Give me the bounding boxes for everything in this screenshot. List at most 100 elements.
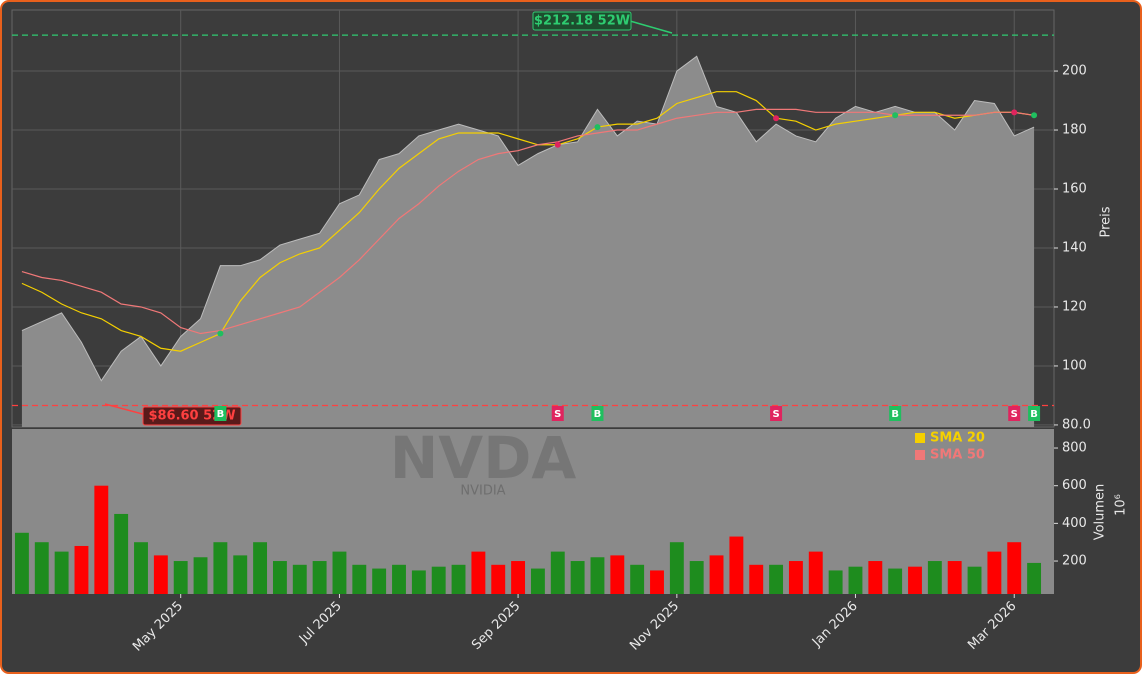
- watermark: NVIDIA: [460, 484, 505, 499]
- volume-bar: [253, 542, 268, 594]
- volume-bar: [471, 551, 486, 594]
- y-tick-label: 140: [1062, 240, 1087, 255]
- volume-bar: [570, 561, 585, 594]
- signal-marker: [1028, 406, 1041, 421]
- sma-line: [21, 108, 1035, 335]
- volume-bar: [193, 557, 208, 594]
- signal-dot: [217, 330, 224, 337]
- signal-label: B: [891, 409, 899, 420]
- signal-dot: [554, 141, 561, 148]
- volume-bar: [868, 561, 883, 594]
- y-tick-label: 120: [1062, 299, 1087, 314]
- volume-bar: [650, 570, 664, 594]
- volume-bar: [749, 564, 764, 594]
- volume-bar: [352, 564, 367, 594]
- y-tick-label: 600: [1062, 478, 1087, 493]
- volume-bar: [947, 561, 962, 594]
- signal-label: B: [1030, 409, 1038, 420]
- volume-bar: [392, 564, 406, 594]
- volume-bar: [689, 561, 704, 594]
- signal-marker: [1008, 406, 1021, 421]
- volume-bar: [491, 564, 506, 594]
- signal-marker: [770, 406, 783, 421]
- volume-bar: [610, 555, 625, 594]
- signal-label: S: [1011, 409, 1018, 420]
- signal-label: S: [554, 409, 561, 420]
- signal-marker: [551, 406, 564, 421]
- y-tick-label: 400: [1062, 516, 1087, 531]
- volume-bar: [233, 555, 248, 594]
- volume-bar: [431, 566, 446, 594]
- y-axis-label: Volumen: [1093, 484, 1108, 541]
- volume-bar: [828, 570, 843, 594]
- volume-bar: [411, 570, 426, 594]
- volume-bar: [848, 566, 863, 594]
- signal-dot: [594, 124, 601, 131]
- volume-bar: [709, 555, 724, 594]
- annotation-label: $86.60 52W: [148, 409, 235, 424]
- volume-bar: [14, 532, 29, 594]
- volume-bar: [451, 564, 466, 594]
- signal-label: S: [772, 409, 779, 420]
- volume-bar: [1007, 542, 1022, 594]
- volume-bar: [213, 542, 228, 594]
- y-tick-label: 80.0: [1062, 417, 1091, 432]
- signal-dot: [892, 112, 899, 119]
- signal-label: B: [217, 409, 225, 420]
- legend-swatch: [915, 450, 925, 460]
- volume-bar: [808, 551, 823, 594]
- signal-dot: [1011, 109, 1018, 116]
- volume-bar: [292, 564, 307, 594]
- annotation-label: $212.18 52W: [534, 14, 630, 29]
- volume-bar: [590, 557, 605, 594]
- volume-bar: [272, 561, 287, 594]
- annotation-arrow: [629, 20, 673, 34]
- signal-marker: [591, 406, 604, 421]
- y-tick-label: 200: [1062, 64, 1087, 79]
- volume-bar: [74, 545, 89, 594]
- signal-marker: [889, 406, 902, 421]
- volume-bar: [1027, 562, 1042, 594]
- volume-bar: [54, 551, 69, 594]
- price-area: [21, 56, 1035, 427]
- legend-label: SMA 20: [930, 431, 985, 446]
- volume-bar: [173, 561, 188, 594]
- volume-bar: [788, 561, 803, 594]
- annotation-box: [532, 11, 632, 31]
- y-tick-label: 160: [1062, 182, 1087, 197]
- signal-label: B: [594, 409, 602, 420]
- y-tick-label: 800: [1062, 441, 1087, 456]
- volume-bar: [908, 566, 922, 594]
- volume-bar: [332, 551, 347, 594]
- volume-bar: [729, 536, 744, 594]
- volume-bar: [34, 542, 49, 594]
- watermark: NVDA: [390, 424, 577, 492]
- volume-bar: [927, 561, 942, 594]
- volume-bar: [888, 568, 903, 594]
- volume-bar: [669, 542, 684, 594]
- volume-bar: [114, 513, 129, 594]
- signal-dot: [1031, 112, 1038, 119]
- volume-bar: [372, 568, 387, 594]
- volume-bar: [967, 566, 982, 594]
- price-line: [21, 55, 1035, 382]
- volume-bar: [769, 564, 784, 594]
- signal-marker: [214, 406, 227, 421]
- y-tick-label: 200: [1062, 554, 1087, 569]
- volume-bar: [94, 485, 109, 594]
- volume-bar: [987, 551, 1002, 594]
- volume-bar: [630, 564, 645, 594]
- y-axis-label: Preis: [1099, 206, 1114, 237]
- legend-swatch: [915, 433, 925, 443]
- volume-bar: [530, 568, 545, 594]
- volume-bar: [511, 561, 526, 594]
- volume-bar: [134, 542, 148, 594]
- volume-bar: [312, 561, 327, 594]
- y-tick-label: 180: [1062, 123, 1087, 138]
- legend-label: SMA 50: [930, 448, 985, 463]
- y-tick-label: 100: [1062, 358, 1087, 373]
- scale-label: 10⁶: [1114, 494, 1129, 516]
- volume-bar: [550, 551, 565, 594]
- signal-dot: [773, 115, 780, 122]
